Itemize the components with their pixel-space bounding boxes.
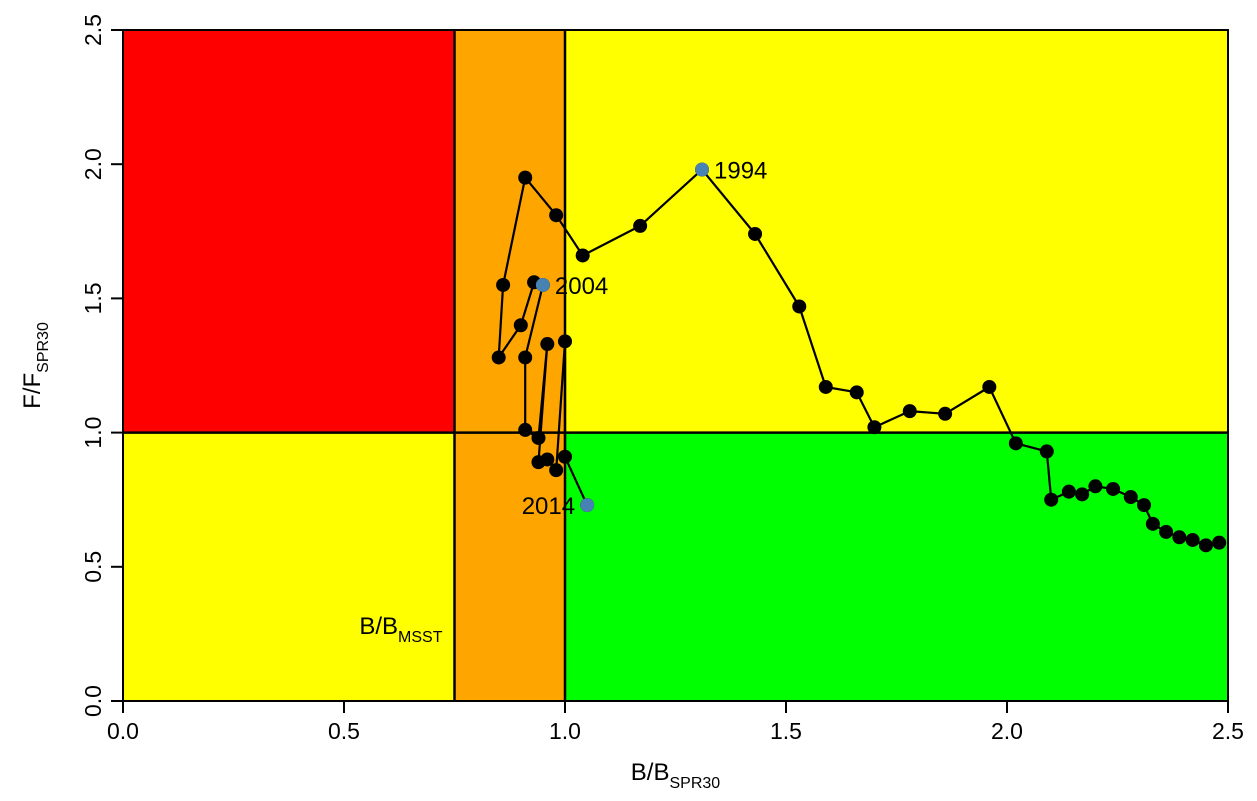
data-point <box>818 379 833 394</box>
data-point <box>1075 487 1090 502</box>
data-point <box>1039 444 1054 459</box>
y-axis-title: F/FSPR30 <box>19 322 52 409</box>
x-tick-label: 0.0 <box>107 718 139 744</box>
data-point <box>633 218 648 233</box>
axes: 0.0 0.5 1.0 1.5 2.0 2.5 0.0 0.5 1.0 1.5 2.0 2.5 <box>80 14 1244 744</box>
zone-overfished-not-overfishing <box>123 432 455 701</box>
data-point <box>849 385 864 400</box>
data-point <box>902 404 917 419</box>
y-tick-label: 2.5 <box>80 14 106 46</box>
data-point <box>1061 484 1076 499</box>
data-point <box>1044 492 1059 507</box>
data-point <box>938 406 953 421</box>
data-point <box>867 420 882 435</box>
year-label-2004: 2004 <box>555 273 608 300</box>
zone-overfished-overfishing <box>123 30 455 433</box>
data-point <box>1212 535 1227 550</box>
x-tick-label: 0.5 <box>328 718 360 744</box>
highlight-point-1994 <box>695 162 710 177</box>
y-tick-label: 2.0 <box>80 148 106 180</box>
msst-label: B/BMSST <box>359 613 442 646</box>
data-point <box>1198 538 1213 553</box>
data-point <box>982 379 997 394</box>
year-label-1994: 1994 <box>714 158 767 185</box>
data-point <box>518 350 533 365</box>
zone-healthy <box>565 432 1228 701</box>
data-point <box>792 299 807 314</box>
data-point <box>549 208 564 223</box>
data-point <box>540 337 555 352</box>
y-tick-label: 0.0 <box>80 685 106 717</box>
data-point <box>1145 516 1160 531</box>
data-point <box>558 334 572 349</box>
data-point <box>1185 532 1200 547</box>
data-point <box>496 277 511 292</box>
data-point <box>748 226 763 241</box>
annotation-layer: 1994 2004 2014 <box>522 158 768 521</box>
data-point <box>513 318 528 333</box>
zones-layer <box>123 30 1228 701</box>
x-axis-title-main: B/B <box>631 759 670 786</box>
data-point <box>491 350 506 365</box>
data-point <box>531 430 546 445</box>
highlight-point-2014 <box>580 498 595 513</box>
y-tick-label: 1.5 <box>80 282 106 314</box>
data-point <box>549 463 564 478</box>
data-point <box>518 422 533 437</box>
msst-label-sub: MSST <box>398 629 443 646</box>
x-axis-title: B/BSPR30 <box>631 759 720 792</box>
data-point <box>540 452 555 467</box>
x-tick-label: 2.0 <box>991 718 1023 744</box>
data-point <box>1008 436 1023 451</box>
x-tick-label: 1.5 <box>770 718 802 744</box>
y-axis-title-main: F/F <box>19 373 46 409</box>
zone-between-msst-target-upper <box>454 30 565 433</box>
data-point <box>1123 490 1138 505</box>
zone-between-msst-target-lower <box>454 432 565 701</box>
highlight-point-2004 <box>535 277 550 292</box>
x-tick-label: 2.5 <box>1212 718 1244 744</box>
y-tick-label: 0.5 <box>80 551 106 583</box>
year-label-2014: 2014 <box>522 493 575 520</box>
data-point <box>558 449 572 464</box>
data-point <box>1106 481 1121 496</box>
x-axis-title-sub: SPR30 <box>669 775 720 792</box>
data-point <box>1088 479 1103 494</box>
y-axis-title-sub: SPR30 <box>35 322 52 373</box>
data-point <box>518 170 533 185</box>
y-tick-label: 1.0 <box>80 417 106 449</box>
data-point <box>1159 524 1174 539</box>
x-tick-label: 1.0 <box>549 718 581 744</box>
data-point <box>1137 498 1152 513</box>
msst-label-main: B/B <box>359 613 398 640</box>
data-point <box>1172 530 1187 545</box>
data-point <box>575 248 590 263</box>
zone-overfishing-not-overfished <box>565 30 1228 433</box>
